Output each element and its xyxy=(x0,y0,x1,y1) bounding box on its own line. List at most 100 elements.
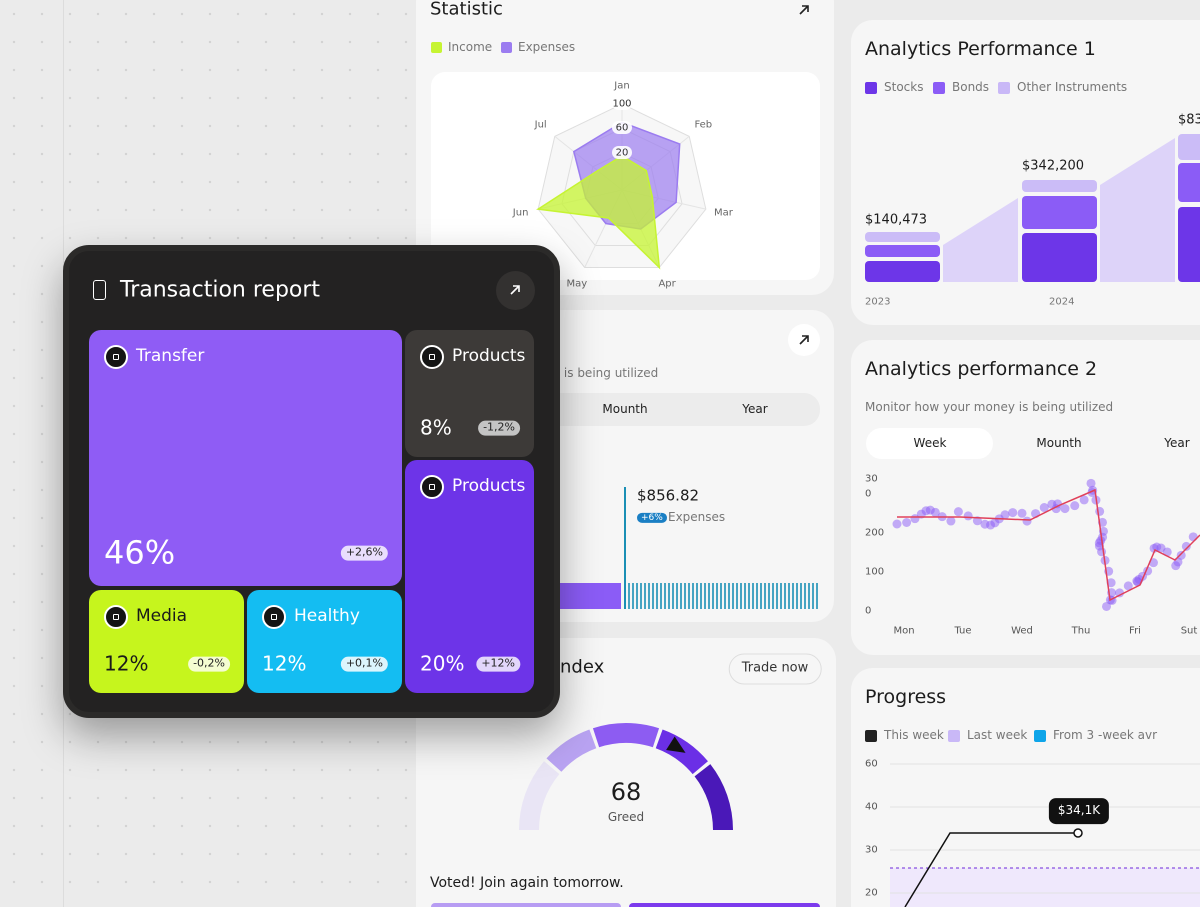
value-label: $342,200 xyxy=(1022,158,1085,174)
tab-active xyxy=(866,428,993,459)
x-tick-label: Thu xyxy=(1071,625,1091,637)
stack-block xyxy=(865,245,940,257)
tab: Year xyxy=(1164,436,1190,451)
vote-bar xyxy=(629,903,820,907)
note: Voted! Join again tomorrow. xyxy=(430,874,624,891)
tab: Week xyxy=(913,436,947,451)
last-week-area xyxy=(890,868,1200,907)
scatter-dot xyxy=(953,507,963,517)
tile-share: 12% xyxy=(262,651,307,676)
scatter-dot xyxy=(1060,504,1070,514)
legend-label: Expenses xyxy=(518,40,576,55)
bar xyxy=(556,583,621,609)
y-tick-label: 30 xyxy=(865,473,878,485)
tile-icon xyxy=(420,475,444,499)
gauge-value: 68 xyxy=(610,778,642,807)
scatter-dot xyxy=(1039,503,1049,513)
legend-swatch xyxy=(933,82,945,94)
card-title: ndex xyxy=(560,656,605,678)
axis-label: Jun xyxy=(512,207,529,219)
tile-icon-glyph xyxy=(429,354,435,360)
tile-icon xyxy=(104,345,128,369)
scatter-dot xyxy=(902,518,912,528)
card-title: Analytics Performance 1 xyxy=(865,38,1096,61)
gauge-segment xyxy=(592,723,660,748)
card-subtitle: y is being utilized xyxy=(553,366,659,381)
ring-label: 100 xyxy=(612,98,632,110)
amount: $856.82 xyxy=(637,486,700,505)
scatter-dot xyxy=(1022,516,1032,526)
tile-icon xyxy=(420,345,444,369)
tile-label: Transfer xyxy=(136,346,205,367)
scatter-dot xyxy=(946,516,956,526)
y-tick-label: 200 xyxy=(865,527,885,539)
axis-label: May xyxy=(566,277,588,289)
tile-icon-glyph xyxy=(113,614,119,620)
ring-label-bg xyxy=(612,145,632,159)
scatter-dot xyxy=(1008,508,1018,518)
scatter-dot xyxy=(892,519,902,529)
tile-change: +2,6% xyxy=(340,545,388,561)
arrow-stroke xyxy=(799,5,809,15)
arrow-icon xyxy=(510,285,520,295)
legend-label: From 3 -week avr xyxy=(1053,728,1158,743)
legend-swatch xyxy=(998,82,1010,94)
stack-block xyxy=(1022,233,1097,282)
scatter-dot xyxy=(1070,501,1080,511)
tab: Mounth xyxy=(602,402,648,417)
tile-share: 20% xyxy=(420,651,465,676)
tile-change: -1,2% xyxy=(478,420,520,436)
legend-swatch xyxy=(1034,730,1046,742)
legend-label: Bonds xyxy=(952,80,990,95)
card-title: Transaction report xyxy=(120,277,321,303)
this-week-line xyxy=(904,832,1078,907)
caption: Expenses xyxy=(668,510,726,525)
value-label: $83 xyxy=(1178,112,1200,128)
tile-icon xyxy=(104,605,128,629)
y-tick-label: 100 xyxy=(865,566,885,578)
y-tick-label: 0 xyxy=(865,605,872,617)
tile[interactable] xyxy=(89,330,402,586)
flow-band xyxy=(1100,138,1175,282)
gauge-segment xyxy=(546,729,597,773)
radar-area xyxy=(536,154,661,270)
tile-label: Media xyxy=(136,606,188,627)
axis-label: Jul xyxy=(534,119,547,131)
tile-icon-glyph xyxy=(271,614,277,620)
scatter-dot xyxy=(1181,541,1191,551)
trade-button[interactable]: Trade now xyxy=(728,653,822,685)
scatter-dot xyxy=(1115,588,1125,598)
tooltip: $34,1K xyxy=(1048,798,1110,824)
scatter-dot xyxy=(930,507,940,517)
y-tick-label: 40 xyxy=(865,801,878,813)
badge: +6% xyxy=(637,512,667,524)
progress-card xyxy=(851,668,1200,907)
x-tick-label: Sut xyxy=(1180,625,1198,637)
stack-block xyxy=(1022,180,1097,192)
tile-change: +12% xyxy=(476,656,520,672)
arrow-stroke xyxy=(799,335,809,345)
gauge-segment xyxy=(519,761,560,831)
x-tick-label: Wed xyxy=(1011,625,1033,637)
card-subtitle: Monitor how your money is being utilized xyxy=(865,400,1114,415)
axis-label: Apr xyxy=(658,277,676,289)
tile-change: +0,1% xyxy=(340,656,388,672)
gauge-segment xyxy=(694,764,733,831)
legend-swatch xyxy=(948,730,960,742)
axis-label: Jan xyxy=(614,80,630,92)
tile[interactable] xyxy=(405,460,534,693)
point xyxy=(1073,828,1083,838)
stack-block xyxy=(1178,134,1200,160)
scatter-dot xyxy=(1176,550,1186,560)
tab: Year xyxy=(742,402,768,417)
x-tick-label: Tue xyxy=(954,625,972,637)
axis-label: Feb xyxy=(694,119,713,131)
arrow-icon xyxy=(799,5,809,15)
legend-label: Income xyxy=(448,40,493,55)
scatter-dot xyxy=(1079,495,1089,505)
arrow-icon xyxy=(799,335,809,345)
card-title: Progress xyxy=(865,686,947,709)
